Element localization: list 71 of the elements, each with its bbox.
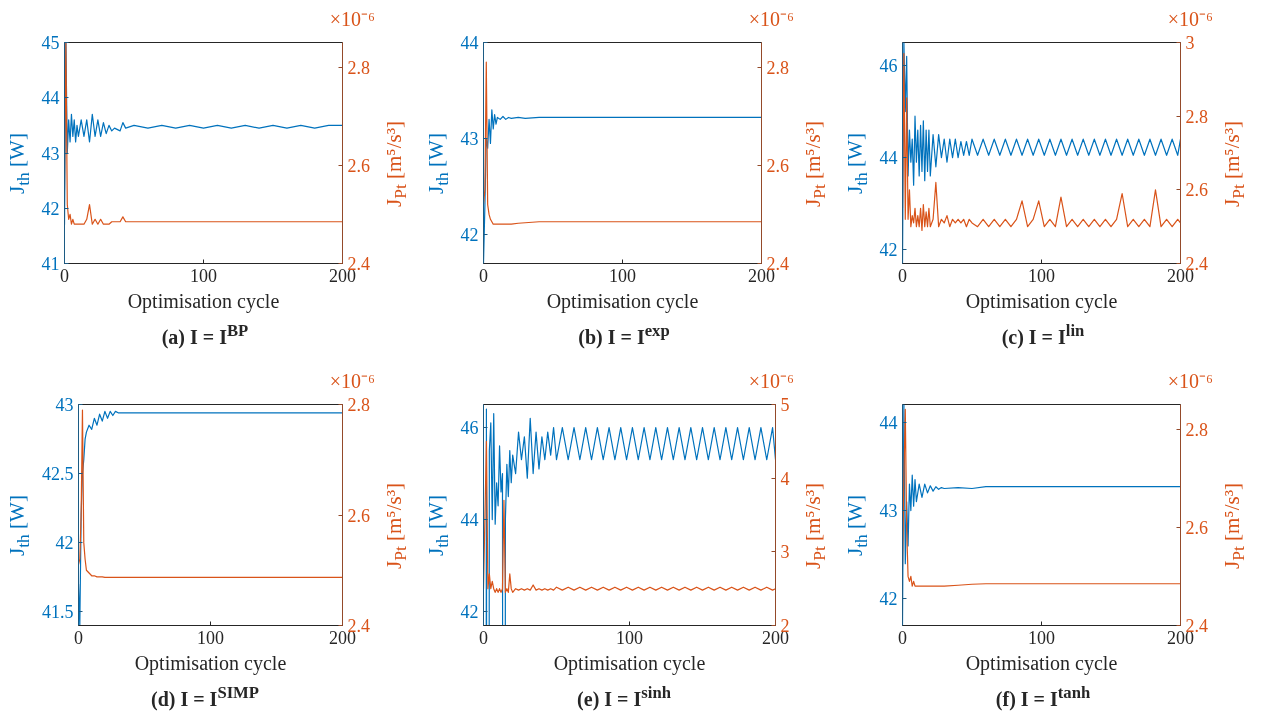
x-axis-title: Optimisation cycle [127, 289, 280, 313]
y2-tick-label: 2.6 [1185, 180, 1208, 201]
y2-tick-label: 3 [780, 542, 790, 563]
y-tick-label: 44 [879, 148, 898, 169]
text: ×10⁻⁶ [748, 7, 794, 32]
y2-tick-label: 2.8 [766, 57, 789, 78]
y-tick-label: 42 [460, 225, 479, 246]
y-tick-label: 43 [460, 129, 479, 150]
line-series [483, 440, 776, 593]
x-tick-label: 0 [479, 265, 488, 286]
x-tick-label: 0 [898, 265, 907, 286]
x-axis-title: Optimisation cycle [553, 651, 706, 675]
y2-tick-label: 2.8 [1185, 419, 1208, 440]
x-axis-title: Optimisation cycle [965, 651, 1118, 675]
line-series [483, 61, 762, 225]
y-tick-label: 44 [879, 412, 898, 433]
y-tick-label: 42 [41, 198, 60, 219]
y-tick-label: 46 [879, 56, 898, 77]
line-series [902, 52, 1181, 231]
text: ×10⁻⁶ [748, 369, 794, 394]
text: (c) I = I$^{lin}$ [1001, 321, 1085, 348]
line-series [64, 42, 343, 226]
y2-tick-label: 2.8 [347, 395, 370, 415]
x-tick-label: 100 [609, 265, 636, 286]
y-tick-label: 41 [41, 254, 60, 274]
y-tick-label: 42 [460, 602, 479, 623]
x-tick-label: 100 [190, 265, 217, 286]
x-tick-label: 100 [1028, 265, 1055, 286]
y-tick-label: 44 [41, 88, 60, 109]
x-tick-label: 0 [74, 627, 83, 648]
y-tick-label: 42 [879, 240, 898, 261]
text: (e) I = I$^{sinh}$ [577, 683, 671, 710]
y-tick-label: 42 [55, 533, 74, 554]
x-axis-title: Optimisation cycle [546, 289, 699, 313]
y-tick-label: 45 [41, 33, 60, 53]
line-series [902, 408, 1181, 587]
text: ×10⁻⁶ [329, 7, 375, 32]
y-tick-label: 42 [879, 589, 898, 610]
y2-tick-label: 2.8 [347, 57, 370, 78]
x-tick-label: 0 [898, 627, 907, 648]
y-tick-label: 41.5 [42, 602, 74, 623]
y2-tick-label: 2.6 [766, 155, 789, 176]
y-tick-label: 43 [879, 501, 898, 522]
y-tick-label: 44 [460, 33, 479, 53]
text: (b) I = I$^{exp}$ [578, 321, 670, 348]
x-tick-label: 100 [1028, 627, 1055, 648]
x-axis-title: Optimisation cycle [134, 651, 287, 675]
y-tick-label: 43 [55, 395, 74, 415]
y2-tick-label: 2.6 [347, 505, 370, 526]
x-tick-label: 0 [479, 627, 488, 648]
y2-tick-label: 4 [780, 468, 790, 489]
text: ×10⁻⁶ [1167, 7, 1213, 32]
text: ×10⁻⁶ [329, 369, 375, 394]
text: (f) I = I$^{tanh}$ [995, 683, 1091, 710]
y2-tick-label: 3 [1185, 33, 1195, 53]
x-tick-label: 100 [197, 627, 224, 648]
x-tick-label: 0 [60, 265, 69, 286]
y-tick-label: 42.5 [42, 464, 74, 485]
text: ×10⁻⁶ [1167, 369, 1213, 394]
y-tick-label: 44 [460, 510, 479, 531]
y2-tick-label: 2.6 [1185, 517, 1208, 538]
y2-tick-label: 2.8 [1185, 106, 1208, 127]
y-tick-label: 46 [460, 418, 479, 439]
x-tick-label: 100 [616, 627, 643, 648]
y2-tick-label: 2.6 [347, 155, 370, 176]
y2-tick-label: 5 [780, 395, 790, 415]
y-tick-label: 43 [41, 143, 60, 164]
line-series [78, 409, 343, 579]
x-axis-title: Optimisation cycle [965, 289, 1118, 313]
text: (d) I = I$^{SIMP}$ [150, 683, 260, 710]
text: (a) I = I$^{BP}$ [161, 321, 249, 348]
